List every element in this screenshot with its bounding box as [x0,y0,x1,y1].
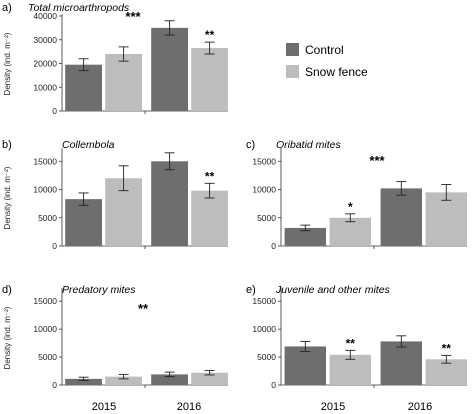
bar-control-2015 [284,346,326,385]
bar-control-2016 [380,188,422,246]
y-tick-label: 15000 [33,296,57,306]
x-axis-year-labels: 2015 2016 2015 2016 [92,401,432,413]
y-tick-label: 10000 [252,185,276,195]
y-axis-label: Density (ind. m⁻²) [3,166,12,229]
panel-b: b) Collembola 0 5000 10000 15000 Density (ind.… [2,139,228,251]
bar-snow-fence-2016 [425,192,467,246]
panel-title: Collembola [62,139,115,151]
bar-control-2015 [65,64,102,111]
panel-title: Predatory mites [62,284,136,296]
y-tick-label: 15000 [33,156,57,166]
bar-control-2015 [65,199,102,246]
y-tick-label: 30000 [33,35,57,45]
bar-snow-fence-2015 [329,217,371,246]
significance-stars: ** [205,169,215,183]
significance-stars: ** [346,336,356,350]
y-tick-label: 40000 [33,11,57,21]
panel-title: Juvenile and other mites [275,284,391,296]
y-tick-label: 20000 [33,59,57,69]
y-tick-label: 10000 [33,185,57,195]
overall-significance-stars: ** [138,301,149,316]
bar-control-2016 [151,27,188,111]
overall-significance-stars: *** [125,9,141,24]
panel-a: a) Total microarthropods 0 10000 20000 30000 4… [2,2,228,116]
legend-swatch [286,65,299,78]
legend: Control Snow fence [286,43,368,79]
y-tick-label: 5000 [38,352,57,362]
panel-letter: a) [2,2,12,14]
panel-title: Total microarthropods [28,2,130,14]
bar-snow-fence-2015 [105,376,142,385]
y-tick-label: 15000 [252,296,276,306]
legend-swatch [286,43,299,56]
y-tick-label: 5000 [257,352,276,362]
y-tick-label: 10000 [33,324,57,334]
overall-significance-stars: *** [369,153,385,168]
bar-snow-fence-2015 [329,354,371,385]
y-tick-label: 10000 [33,82,57,92]
panel-title: Oribatid mites [276,139,342,151]
x-year-label: 2016 [408,401,432,413]
significance-stars: * [348,200,353,214]
panel-letter: c) [246,139,255,151]
y-tick-label: 10000 [252,324,276,334]
y-axis-label: Density (ind. m⁻²) [3,306,12,369]
bar-snow-fence-2016 [191,48,228,111]
x-year-label: 2015 [92,401,116,413]
y-tick-label: 5000 [38,213,57,223]
legend-label: Snow fence [305,65,368,79]
bar-control-2016 [151,161,188,246]
bar-snow-fence-2016 [191,372,228,385]
significance-stars: ** [442,341,452,355]
bar-control-2015 [65,378,102,385]
legend-label: Control [305,43,344,57]
x-year-label: 2016 [177,401,201,413]
bar-snow-fence-2016 [191,190,228,246]
y-tick-label: 0 [271,380,276,390]
panel-e: e) Juvenile and other mites 0 5000 10000 1500… [246,284,467,390]
y-tick-label: 0 [52,241,57,251]
y-tick-label: 15000 [252,156,276,166]
y-tick-label: 0 [52,106,57,116]
y-tick-label: 0 [271,241,276,251]
panel-d: d) Predatory mites 0 5000 10000 15000 Density … [2,284,228,390]
bar-snow-fence-2015 [105,54,142,111]
bar-control-2015 [284,227,326,246]
y-tick-label: 5000 [257,213,276,223]
y-tick-label: 0 [52,380,57,390]
significance-stars: ** [205,28,215,42]
bar-control-2016 [151,374,188,385]
bar-control-2016 [380,341,422,385]
panel-letter: e) [246,284,256,296]
x-year-label: 2015 [321,401,345,413]
panel-letter: d) [2,284,12,296]
panel-letter: b) [2,139,12,151]
y-axis-label: Density (ind. m⁻²) [3,32,12,95]
